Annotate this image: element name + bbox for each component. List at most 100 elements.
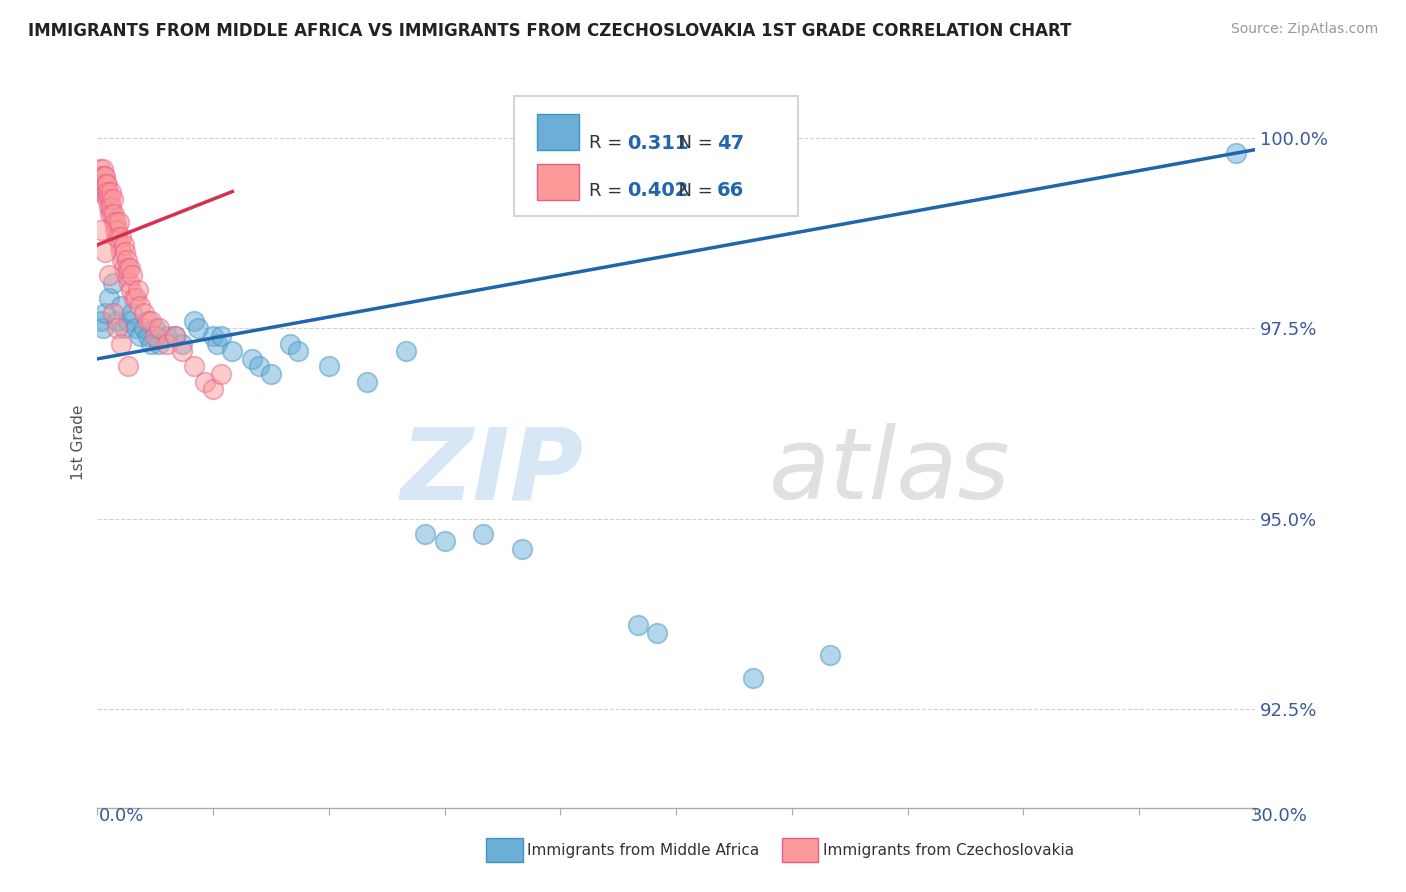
Point (103, 215, 125, 229)
Point (100, 207, 122, 221)
Point (1225, 146, 1247, 161)
Text: N =: N = (666, 182, 718, 200)
Point (117, 252, 139, 267)
Point (172, 344, 194, 359)
Point (110, 245, 132, 260)
Point (97, 185, 120, 199)
Point (112, 260, 135, 275)
Point (141, 336, 163, 351)
Point (433, 534, 456, 549)
Point (89, 169, 111, 184)
Point (183, 314, 205, 328)
Point (112, 237, 135, 252)
Y-axis label: 1st Grade: 1st Grade (72, 405, 86, 480)
Point (107, 215, 129, 229)
Point (187, 321, 209, 335)
Text: N =: N = (666, 134, 718, 153)
Point (278, 336, 301, 351)
Point (105, 222, 128, 236)
Point (108, 237, 131, 252)
Point (110, 299, 132, 313)
Point (626, 618, 648, 632)
Point (318, 359, 340, 374)
Point (742, 671, 765, 685)
Text: 30.0%: 30.0% (1251, 807, 1308, 825)
Point (94, 245, 117, 260)
Point (413, 526, 436, 541)
Text: Source: ZipAtlas.com: Source: ZipAtlas.com (1230, 22, 1378, 37)
Point (122, 291, 145, 305)
Point (96, 192, 118, 206)
Point (120, 260, 142, 275)
Point (287, 344, 309, 359)
Text: 0.0%: 0.0% (98, 807, 143, 825)
Point (141, 314, 163, 328)
Point (143, 329, 166, 343)
FancyBboxPatch shape (515, 95, 797, 216)
Point (510, 541, 533, 556)
Point (90, 314, 112, 328)
Point (110, 230, 132, 244)
Point (112, 321, 135, 335)
Point (111, 252, 134, 267)
Point (98, 192, 121, 206)
Point (117, 359, 139, 374)
Point (148, 336, 170, 351)
Point (163, 329, 186, 343)
Point (114, 245, 136, 260)
Text: ZIP: ZIP (401, 423, 583, 520)
Point (136, 329, 159, 343)
Point (110, 336, 132, 351)
Point (156, 336, 179, 351)
Point (163, 329, 186, 343)
Point (91, 161, 114, 176)
Point (104, 222, 127, 236)
Text: 0.311: 0.311 (627, 134, 689, 153)
Point (209, 367, 232, 381)
Point (100, 185, 122, 199)
Point (183, 359, 205, 374)
Point (125, 291, 148, 305)
Point (89, 177, 111, 191)
Point (96, 185, 118, 199)
Text: R =: R = (589, 182, 628, 200)
Point (260, 367, 283, 381)
Point (128, 299, 150, 313)
Text: IMMIGRANTS FROM MIDDLE AFRICA VS IMMIGRANTS FROM CZECHOSLOVAKIA 1ST GRADE CORREL: IMMIGRANTS FROM MIDDLE AFRICA VS IMMIGRA… (28, 22, 1071, 40)
Text: 66: 66 (717, 181, 744, 201)
Point (97, 291, 120, 305)
Point (132, 321, 155, 335)
Point (96, 177, 118, 191)
Point (105, 314, 128, 328)
Point (91, 169, 114, 184)
Point (107, 230, 129, 244)
Point (94, 169, 117, 184)
Point (117, 260, 139, 275)
Point (172, 336, 194, 351)
Point (101, 306, 124, 320)
Text: Immigrants from Middle Africa: Immigrants from Middle Africa (527, 843, 759, 857)
Point (209, 329, 232, 343)
Point (136, 314, 159, 328)
Point (645, 625, 668, 640)
Point (94, 177, 117, 191)
Point (118, 276, 141, 290)
Point (128, 329, 150, 343)
Point (125, 321, 148, 335)
FancyBboxPatch shape (537, 164, 579, 200)
Point (115, 268, 138, 283)
Point (820, 648, 842, 663)
Point (97, 200, 120, 214)
FancyBboxPatch shape (537, 114, 579, 150)
Point (205, 336, 228, 351)
Point (94, 306, 117, 320)
Point (101, 192, 124, 206)
Point (240, 351, 263, 366)
Point (120, 284, 142, 298)
Point (104, 215, 127, 229)
Point (89, 161, 111, 176)
Point (221, 344, 243, 359)
Point (395, 344, 418, 359)
Text: 0.402: 0.402 (627, 181, 689, 201)
Point (472, 526, 495, 541)
